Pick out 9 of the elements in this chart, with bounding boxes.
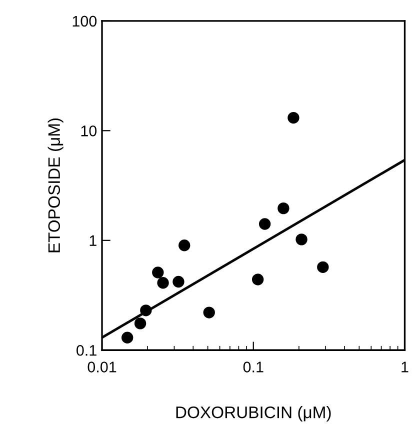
y-axis-title: ETOPOSIDE (μM) [48, 118, 64, 252]
y-tick-label: 1 [90, 235, 96, 246]
y-tick-label: 100 [72, 16, 97, 27]
y-tick-label: 0.1 [76, 344, 96, 356]
y-tick-label: 10 [81, 126, 97, 136]
x-axis-title: DOXORUBICIN (μM) [176, 406, 331, 422]
x-tick-label: 0.1 [243, 362, 264, 372]
x-tick-label: 1 [402, 362, 408, 372]
x-tick-label: 0.01 [88, 362, 116, 372]
